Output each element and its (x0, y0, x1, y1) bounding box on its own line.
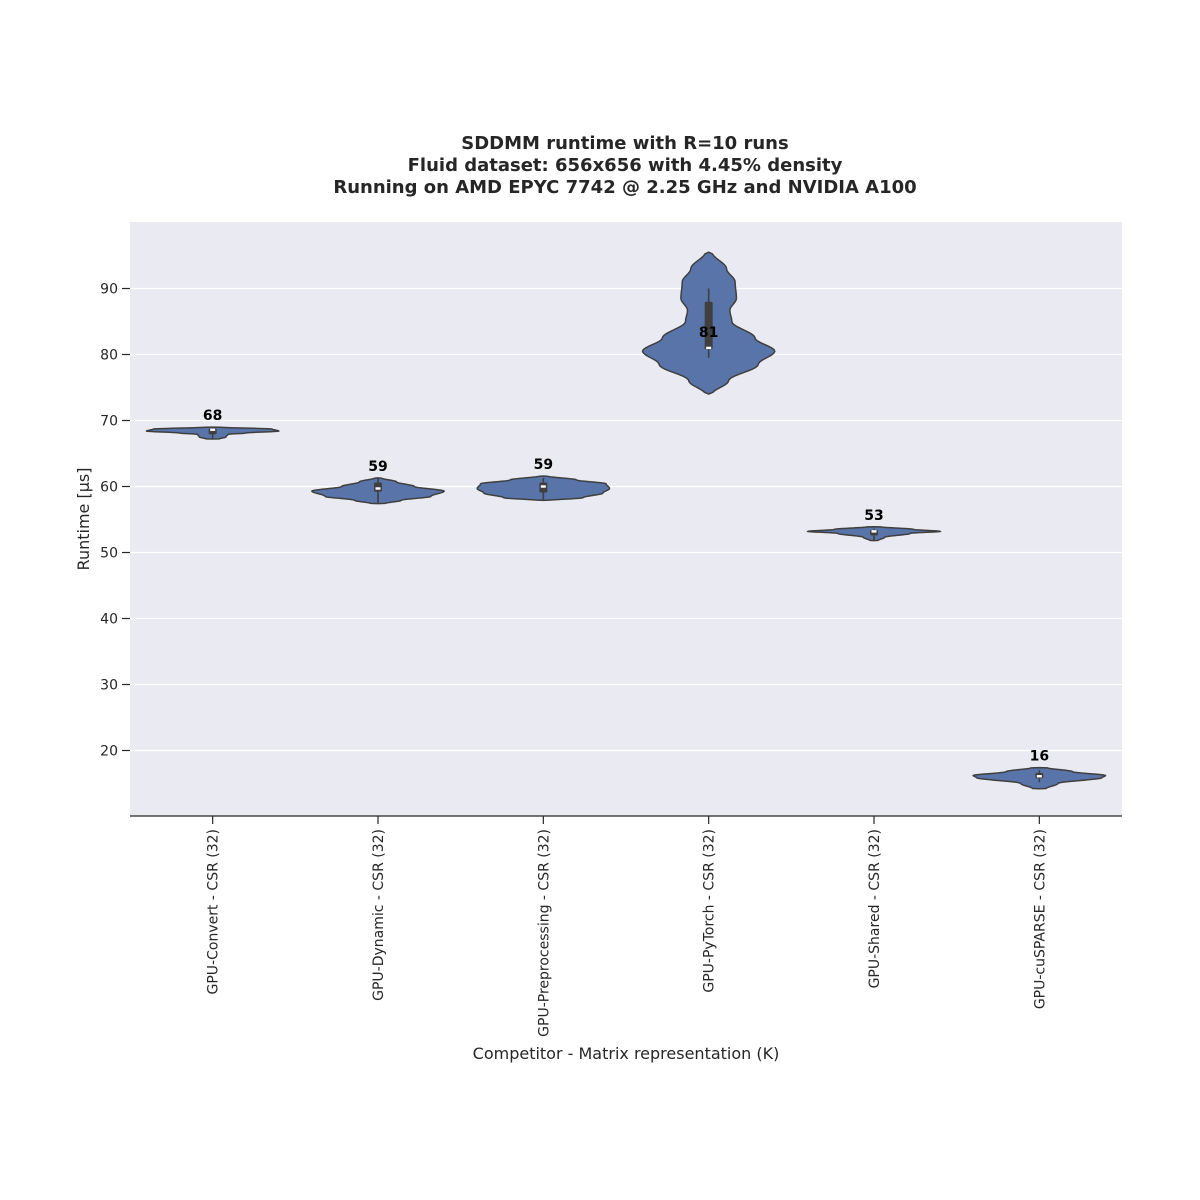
y-tick-label-40: 40 (100, 612, 118, 628)
x-tick-label-1: GPU-Dynamic - CSR (32) (371, 829, 387, 1001)
y-axis-label: Runtime [µs] (74, 468, 93, 571)
y-tick-label-70: 70 (100, 414, 118, 430)
median-marker-5 (1036, 775, 1042, 778)
chart-title-line-1: SDDMM runtime with R=10 runs (461, 133, 788, 154)
median-label-2: 59 (534, 457, 553, 473)
median-marker-4 (871, 530, 877, 533)
x-axis-label: Competitor - Matrix representation (K) (473, 1044, 780, 1063)
y-ticks: 20 30 40 50 60 70 80 90 (100, 282, 130, 760)
x-ticks: GPU-Convert - CSR (32) GPU-Dynamic - CSR … (206, 816, 1048, 1037)
median-marker-0 (210, 428, 216, 431)
plot-area (130, 222, 1122, 816)
violins (145, 251, 1107, 790)
x-tick-label-3: GPU-PyTorch - CSR (32) (702, 829, 718, 993)
median-label-1: 59 (368, 459, 387, 475)
x-tick-label-2: GPU-Preprocessing - CSR (32) (536, 829, 552, 1037)
x-tick-label-4: GPU-Shared - CSR (32) (867, 829, 883, 988)
iqr-box-1 (374, 482, 382, 492)
median-marker-1 (375, 487, 381, 490)
chart-title-line-2: Fluid dataset: 656x656 with 4.45% densit… (408, 155, 843, 176)
median-label-0: 68 (203, 408, 222, 424)
median-label-5: 16 (1030, 749, 1049, 765)
y-tick-label-60: 60 (100, 480, 118, 496)
x-tick-label-5: GPU-cuSPARSE - CSR (32) (1032, 829, 1048, 1009)
grid-lines (130, 287, 1122, 752)
median-labels: 68 59 59 81 53 16 (203, 325, 1049, 765)
y-tick-label-80: 80 (100, 348, 118, 364)
median-marker-3 (706, 346, 712, 350)
chart-title-line-3: Running on AMD EPYC 7742 @ 2.25 GHz and … (333, 177, 916, 198)
y-tick-label-50: 50 (100, 546, 118, 562)
x-tick-label-0: GPU-Convert - CSR (32) (206, 829, 222, 994)
median-marker-2 (540, 485, 546, 488)
median-label-3: 81 (699, 325, 718, 341)
y-tick-label-20: 20 (100, 744, 118, 760)
y-tick-label-90: 90 (100, 282, 118, 298)
y-tick-label-30: 30 (100, 678, 118, 694)
iqr-box-3 (704, 301, 713, 350)
median-label-4: 53 (864, 508, 883, 524)
